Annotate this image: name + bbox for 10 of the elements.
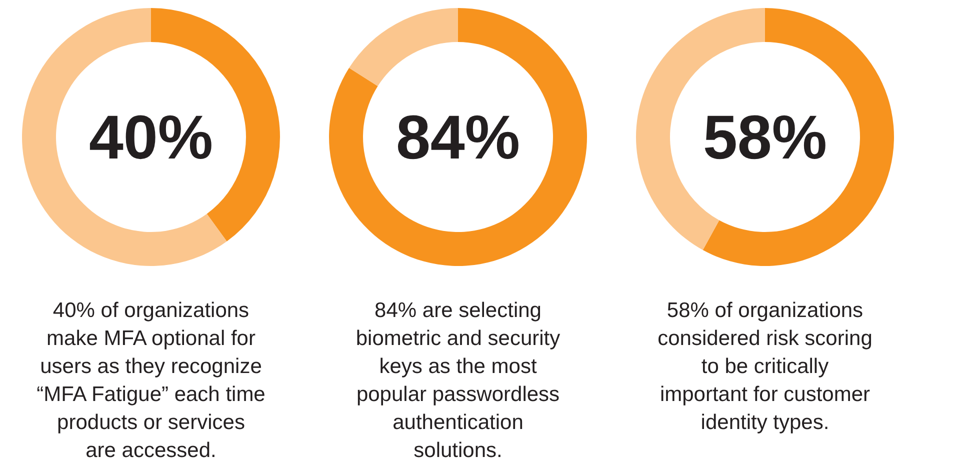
donut-slice [329,8,587,266]
donut-slice [702,8,894,266]
donut-slice [22,8,227,266]
text: 40% [88,104,214,173]
text: 58% [702,104,828,173]
text: 84% [396,104,520,173]
text: 84% are selecting biometric and security keys as the most popular passwordless authentication solutions. [356,299,561,459]
text: 40% of organizations make MFA optional for users as they recognize “MFA Fatigue” each time products or services are accessed. [36,299,266,459]
text: 58% of organizations considered risk scoring to be critically important for customer identity types. [658,299,872,434]
donut-slice [349,8,458,86]
